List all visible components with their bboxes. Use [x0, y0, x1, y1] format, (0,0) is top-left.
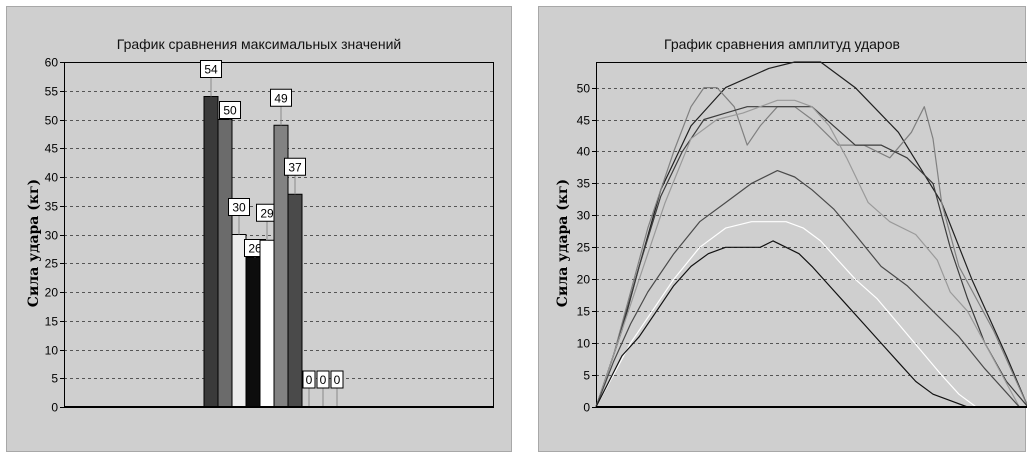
y-tick-label: 0 — [51, 401, 58, 415]
y-tick-label: 50 — [577, 82, 591, 96]
y-tick-label: 30 — [577, 209, 591, 223]
bar — [245, 257, 261, 408]
data-label-box — [270, 88, 292, 107]
data-label: 0 — [320, 373, 327, 387]
data-label-box — [219, 101, 241, 119]
y-tick-label: 5 — [583, 369, 590, 383]
series-line-4 — [595, 99, 1020, 408]
bar — [217, 119, 233, 408]
y-tick-label: 45 — [45, 142, 59, 156]
bar — [287, 193, 303, 408]
right-chart-panel: График сравнения амплитуд ударов Сила уд… — [538, 6, 1027, 452]
y-tick-label: 35 — [45, 200, 59, 214]
data-label-box — [302, 370, 316, 389]
series-line-5 — [595, 170, 1020, 408]
chart-title: График сравнения максимальных значений — [116, 36, 402, 52]
y-tick-label: 40 — [45, 171, 59, 185]
data-label: 0 — [306, 373, 313, 387]
data-label-box — [200, 60, 222, 78]
left-chart-panel: График сравнения максимальных значений С… — [6, 6, 512, 452]
data-label-box — [228, 198, 250, 216]
y-tick-label: 60 — [45, 56, 59, 70]
data-label: 30 — [232, 201, 246, 215]
y-tick-label: 5 — [51, 372, 58, 386]
amplitude-line-chart: 0 5 10 15 20 25 30 35 40 45 50 — [577, 61, 1027, 415]
data-label: 49 — [274, 91, 288, 105]
data-label-box — [330, 370, 344, 389]
y-tick-label: 40 — [577, 145, 591, 159]
y-tick-label: 25 — [45, 257, 59, 271]
bar — [231, 234, 247, 408]
y-tick-label: 25 — [577, 241, 591, 255]
data-label: 0 — [334, 373, 341, 387]
series-line-2 — [595, 86, 1027, 408]
y-tick-label: 10 — [577, 337, 591, 351]
y-tick-label: 15 — [577, 305, 591, 319]
y-tick-label: 55 — [45, 85, 59, 99]
bar — [203, 96, 219, 408]
y-tick-label: 20 — [577, 273, 591, 287]
data-label: 26 — [248, 242, 262, 256]
y-tick-label: 35 — [577, 177, 591, 191]
y-tick-label: 50 — [45, 114, 59, 128]
y-tick-label: 30 — [45, 229, 59, 243]
data-label: 37 — [288, 160, 302, 174]
data-label: 29 — [260, 206, 274, 220]
data-label: 54 — [204, 63, 218, 77]
y-tick-label: 0 — [583, 401, 590, 415]
y-tick-label: 45 — [577, 114, 591, 128]
data-label-box — [316, 370, 330, 389]
data-label-box — [284, 157, 306, 176]
y-tick-label: 10 — [45, 344, 59, 358]
series-line-7 — [595, 240, 968, 408]
y-tick-label: 15 — [45, 315, 59, 329]
data-label: 50 — [223, 104, 237, 118]
series-line-6 — [595, 221, 977, 408]
y-tick-label: 20 — [45, 286, 59, 300]
bar — [259, 239, 275, 408]
chart-title: График сравнения амплитуд ударов — [664, 36, 900, 52]
